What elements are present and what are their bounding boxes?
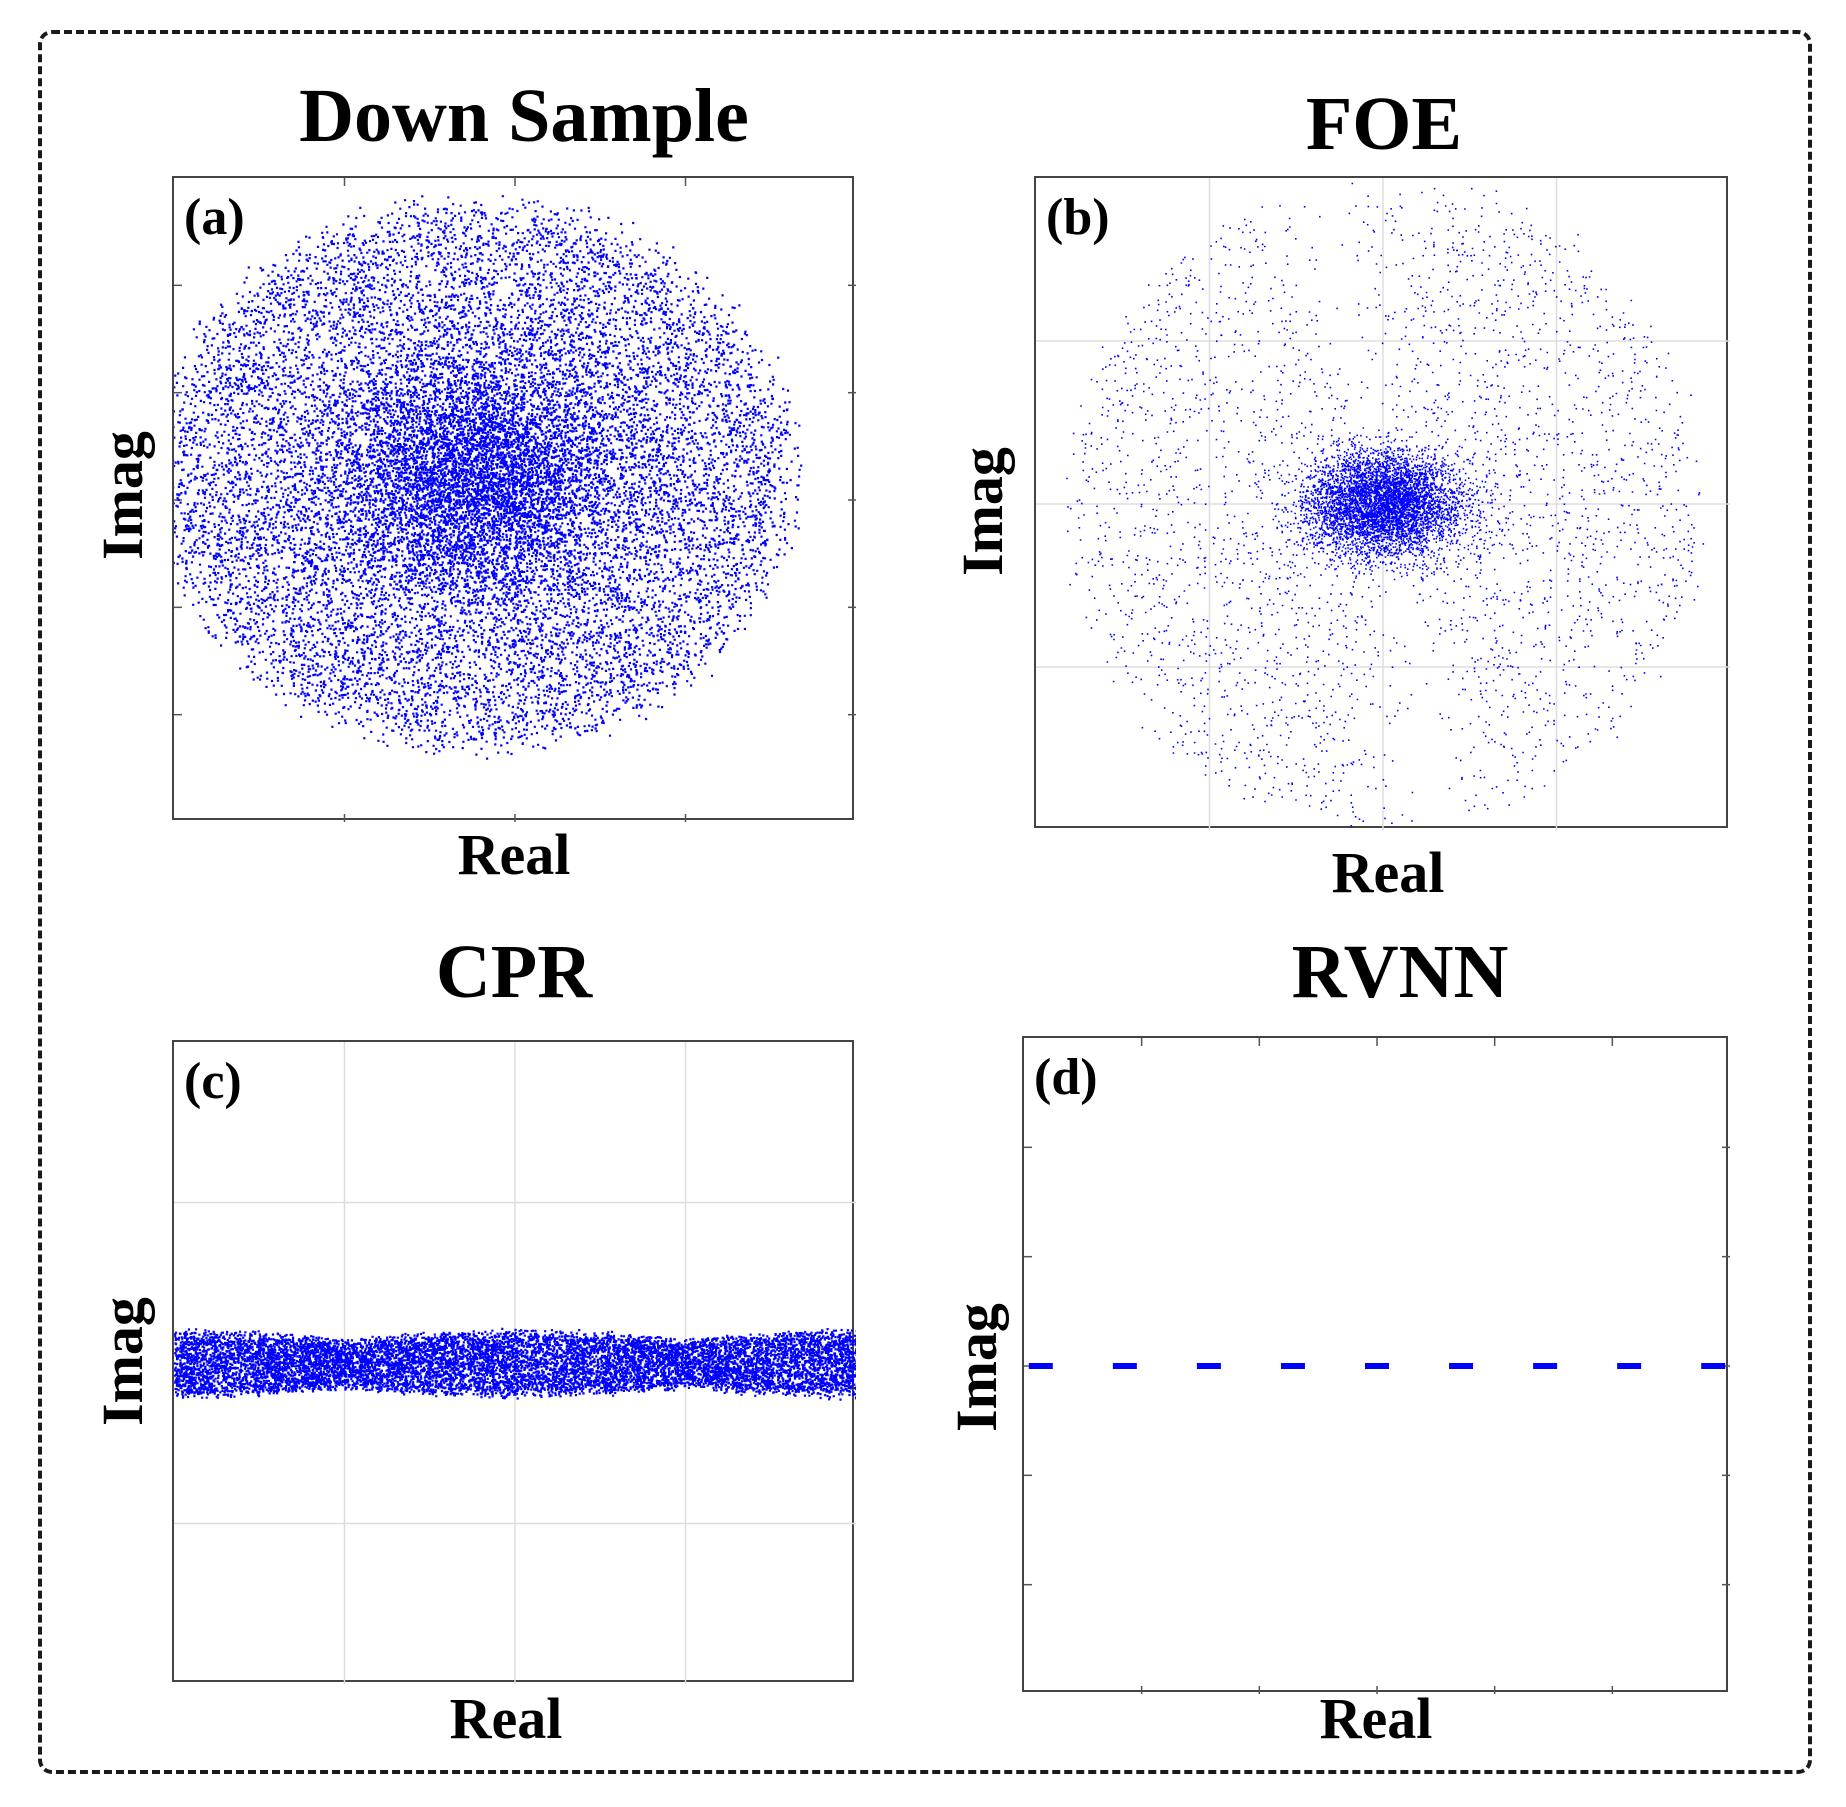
ylabel-a: Imag: [94, 431, 152, 560]
xlabel-b: Real: [1238, 844, 1538, 902]
xlabel-d: Real: [1226, 1690, 1526, 1748]
scatter-plot-a: [174, 178, 856, 822]
point-d-2: [1197, 1363, 1221, 1369]
scatter-plot-b: [1036, 178, 1730, 830]
chart-title-b: FOE: [1034, 86, 1734, 162]
scatter-panel-c: (c): [172, 1040, 854, 1682]
point-d-7: [1617, 1363, 1641, 1369]
ylabel-b: Imag: [954, 447, 1012, 576]
point-d-4: [1365, 1363, 1389, 1369]
scatter-panel-d: (d): [1022, 1036, 1728, 1692]
series-a: [174, 195, 802, 760]
point-d-3: [1281, 1363, 1305, 1369]
scatter-plot-c: [174, 1042, 856, 1684]
ylabel-d: Imag: [948, 1303, 1006, 1432]
point-d-8: [1701, 1363, 1725, 1369]
chart-title-d: RVNN: [1050, 934, 1750, 1010]
series-b: [1066, 183, 1704, 830]
panel-label-c: (c): [184, 1056, 242, 1108]
series-b-points: [1066, 183, 1704, 830]
xlabel-c: Real: [356, 1690, 656, 1748]
point-d-6: [1533, 1363, 1557, 1369]
series-a-points: [174, 195, 802, 760]
chart-title-a: Down Sample: [174, 78, 874, 154]
point-d-1: [1113, 1363, 1137, 1369]
panel-label-d: (d): [1034, 1052, 1098, 1104]
point-d-0: [1029, 1363, 1053, 1369]
scatter-panel-a: (a): [172, 176, 854, 820]
ylabel-c: Imag: [94, 1297, 152, 1426]
series-d: [1029, 1363, 1725, 1369]
panel-label-a: (a): [184, 192, 245, 244]
panel-label-b: (b): [1046, 192, 1110, 244]
scatter-panel-b: (b): [1034, 176, 1728, 828]
scatter-plot-d: [1024, 1038, 1730, 1694]
chart-title-c: CPR: [164, 934, 864, 1010]
point-d-5: [1449, 1363, 1473, 1369]
xlabel-a: Real: [364, 826, 664, 884]
